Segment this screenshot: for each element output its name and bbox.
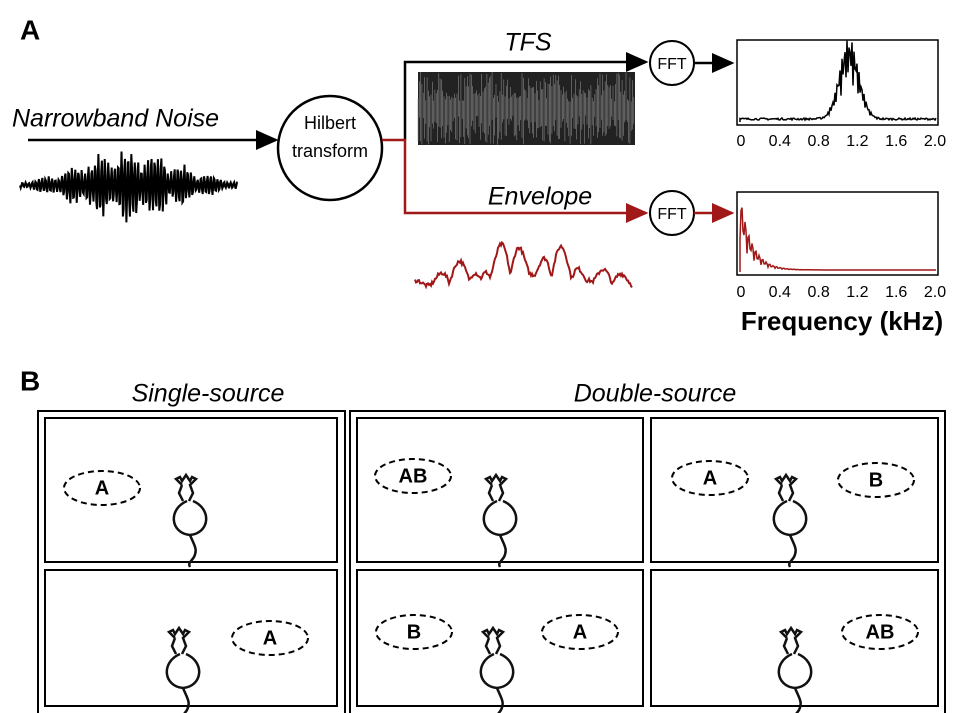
group-title: Double-source <box>574 380 737 408</box>
input-label: Narrowband Noise <box>12 105 219 133</box>
group-frame <box>349 410 946 713</box>
x-tick-label: 2.0 <box>924 133 946 150</box>
fft-text: FFT <box>657 56 687 73</box>
panel-label: A <box>20 14 40 45</box>
source-label: A <box>95 477 109 499</box>
x-tick-label: 1.2 <box>846 284 868 301</box>
source <box>375 614 453 650</box>
arena <box>650 417 939 563</box>
x-tick-label: 2.0 <box>924 284 946 301</box>
arena <box>44 569 338 707</box>
x-tick-label: 0 <box>737 284 746 301</box>
x-tick-label: 0.8 <box>807 284 829 301</box>
source-label: A <box>703 467 717 489</box>
source <box>374 458 452 494</box>
envelope-spectrum <box>739 207 936 272</box>
envelope-label: Envelope <box>488 183 592 211</box>
spectrum-frame <box>736 191 939 276</box>
noise-waveform <box>19 151 238 223</box>
source <box>671 460 749 496</box>
arena <box>356 569 644 707</box>
envelope-waveform <box>414 240 633 290</box>
source-label: A <box>263 627 277 649</box>
spectrum-frame <box>736 39 939 126</box>
x-axis-label: Frequency (kHz) <box>741 306 943 336</box>
group-frame <box>37 410 346 713</box>
source-label: B <box>869 469 883 491</box>
hilbert-text: transform <box>292 141 368 161</box>
arrow <box>382 138 649 223</box>
panel-a: A Narrowband Noise Hilbert transform TFS… <box>12 14 946 335</box>
tfs-spectrum <box>739 40 937 122</box>
tfs-waveform <box>417 72 635 145</box>
x-tick-label: 0.8 <box>807 133 829 150</box>
panel-label: B <box>20 365 40 396</box>
hilbert-text: Hilbert <box>304 113 356 133</box>
arena <box>356 417 644 563</box>
source <box>231 620 309 656</box>
tfs-label: TFS <box>504 29 552 57</box>
x-tick-label: 1.6 <box>885 133 907 150</box>
x-tick-label: 1.2 <box>846 133 868 150</box>
source-label: A <box>573 621 587 643</box>
source <box>841 614 919 650</box>
hilbert-node <box>276 94 384 202</box>
source <box>837 462 915 498</box>
x-tick-label: 0.4 <box>769 284 791 301</box>
x-tick-label: 1.6 <box>885 284 907 301</box>
x-tick-label: 0 <box>737 133 746 150</box>
group-title: Single-source <box>132 380 285 408</box>
source <box>541 614 619 650</box>
source-label: AB <box>866 621 895 643</box>
x-tick-label: 0.4 <box>769 133 791 150</box>
arrow <box>403 52 649 140</box>
fft-text: FFT <box>657 206 687 223</box>
source-label: AB <box>399 465 428 487</box>
source-label: B <box>407 621 421 643</box>
source <box>63 470 141 506</box>
